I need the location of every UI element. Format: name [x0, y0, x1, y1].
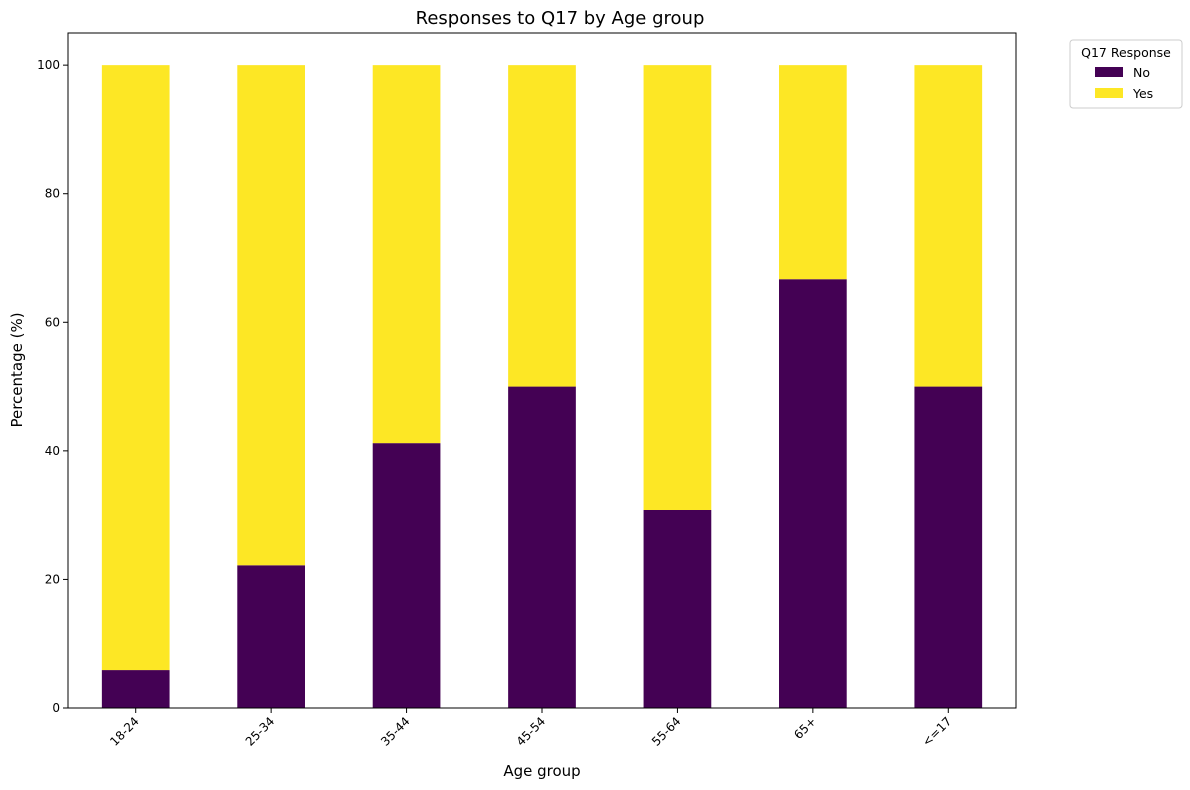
legend-label-no: No — [1133, 65, 1150, 80]
plot-frame — [67, 32, 1017, 709]
y-tick-label-4: 80 — [45, 187, 60, 201]
bar-yes-2 — [372, 65, 441, 444]
y-tick-label-3: 60 — [45, 315, 60, 329]
bar-no-2 — [372, 443, 441, 708]
x-axis-title: Age group — [503, 762, 580, 780]
bar-yes-5 — [779, 65, 847, 280]
bar-no-1 — [237, 565, 305, 708]
bar-no-5 — [779, 279, 847, 708]
y-tick-label-2: 40 — [45, 444, 60, 458]
plot-area: 18-24 25-34 35-44 45-54 55-64 65+ <=17 0 20 40 60 8… — [37, 58, 983, 749]
bar-yes-1 — [237, 65, 305, 566]
legend-title: Q17 Response — [1081, 45, 1171, 60]
bar-no-3 — [508, 386, 576, 708]
y-tick-label-0: 0 — [52, 701, 60, 715]
y-tick-label-5: 100 — [37, 58, 60, 72]
bar-no-6 — [914, 386, 983, 708]
legend-label-yes: Yes — [1132, 86, 1153, 101]
x-tick-label-3: 45-54 — [514, 714, 549, 749]
x-tick-label-2: 35-44 — [378, 714, 413, 749]
x-tick-label-0: 18-24 — [107, 714, 142, 749]
bar-yes-6 — [914, 65, 983, 387]
x-tick-label-4: 55-64 — [649, 714, 684, 749]
legend-swatch-yes — [1095, 88, 1123, 98]
bar-yes-3 — [508, 65, 576, 387]
bar-no-4 — [643, 510, 712, 708]
x-tick-label-1: 25-34 — [243, 714, 278, 749]
bar-yes-0 — [101, 65, 170, 671]
bar-yes-4 — [643, 65, 712, 510]
legend-swatch-no — [1095, 67, 1123, 77]
y-axis-title: Percentage (%) — [8, 312, 26, 427]
y-tick-label-1: 20 — [45, 572, 60, 586]
x-tick-label-6: <=17 — [919, 714, 954, 749]
chart-title: Responses to Q17 by Age group — [416, 8, 705, 29]
x-tick-label-5: 65+ — [791, 714, 819, 742]
bar-no-0 — [101, 670, 170, 708]
legend: Q17 Response No Yes — [1069, 39, 1183, 109]
